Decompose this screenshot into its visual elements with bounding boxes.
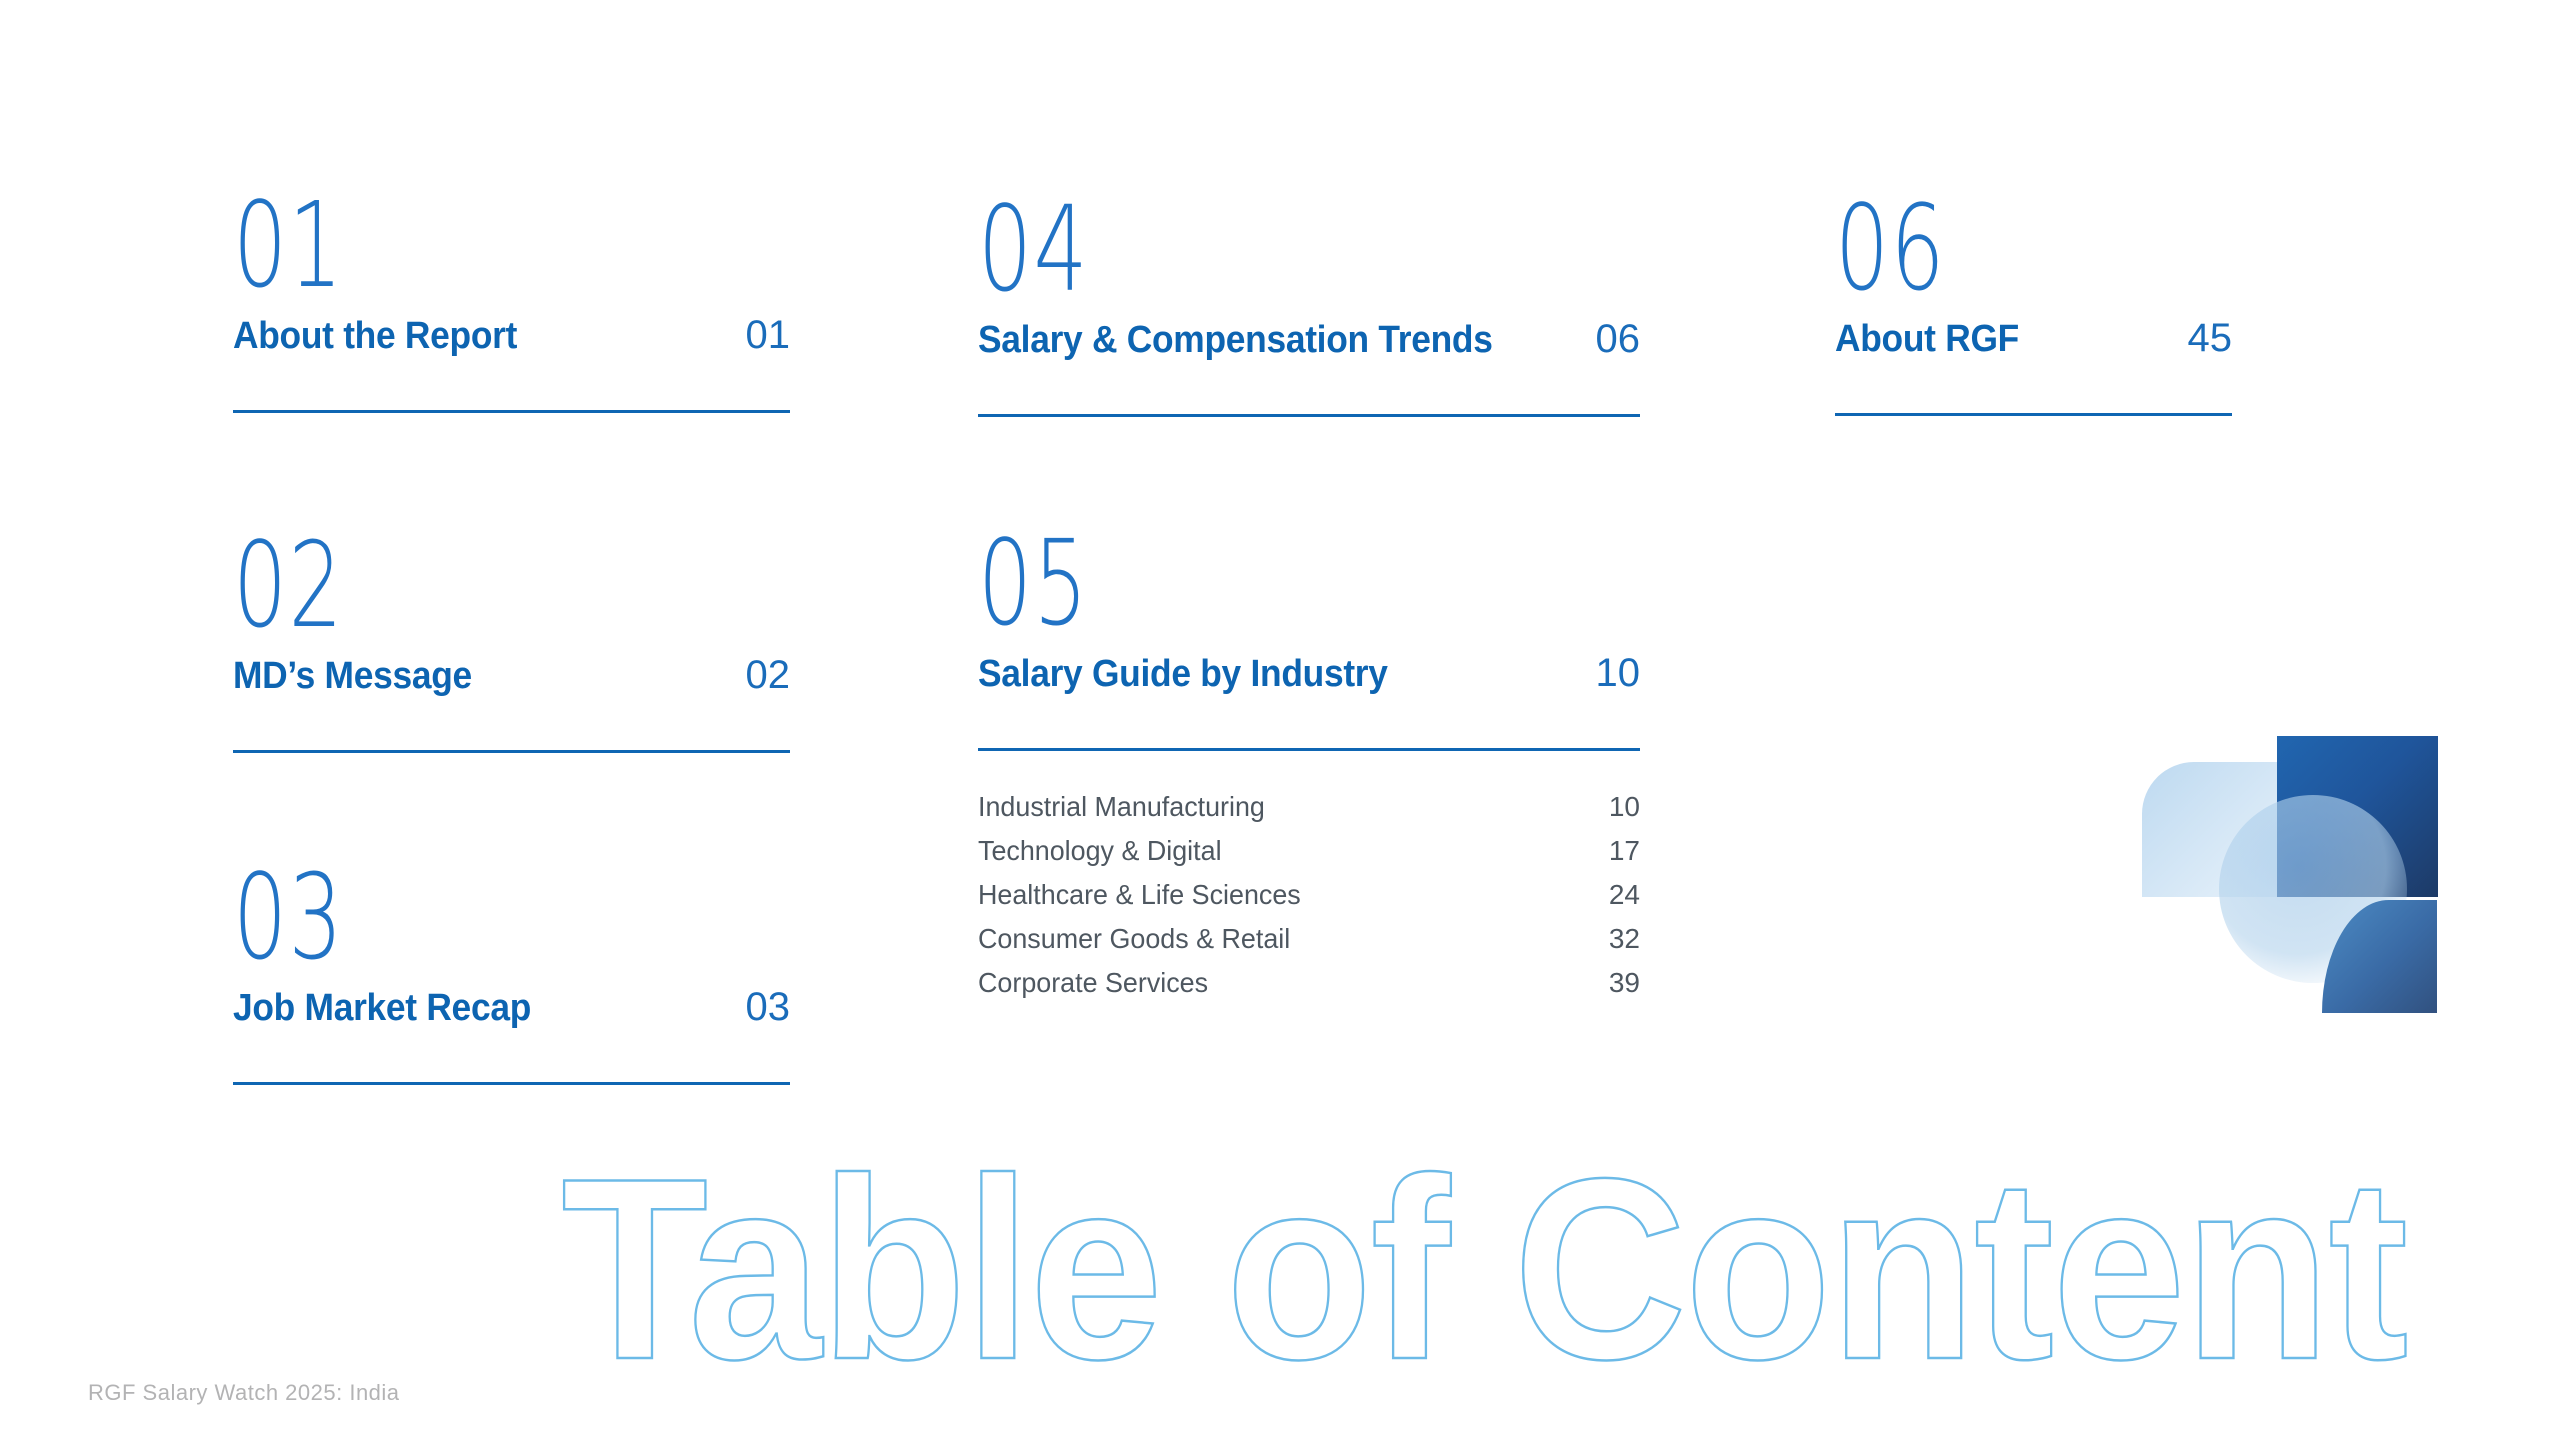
sub-item-label: Industrial Manufacturing — [978, 791, 1265, 822]
toc-link-healthcare-life-sciences[interactable]: Healthcare & Life Sciences 24 — [978, 873, 1640, 917]
toc-link-technology-digital[interactable]: Technology & Digital 17 — [978, 829, 1640, 873]
section-page-number: 06 — [1595, 317, 1641, 361]
sub-item-page-number: 32 — [1608, 923, 1640, 954]
section-title: About the Report — [233, 315, 518, 357]
toc-link-industrial-manufacturing[interactable]: Industrial Manufacturing 10 — [978, 785, 1640, 829]
section-page-number: 01 — [745, 313, 791, 357]
quarter-circle-shape — [2322, 900, 2437, 1013]
sub-item-page-number: 17 — [1608, 835, 1640, 866]
toc-entry-job-market-recap: 03 Job Market Recap 03 — [233, 858, 790, 1085]
sub-item-page-number: 24 — [1608, 879, 1640, 910]
rounded-light-blue-shape — [2142, 762, 2278, 897]
sub-item-label: Technology & Digital — [978, 835, 1222, 866]
toc-entry-salary-guide-by-industry: 05 Salary Guide by Industry 10 Industria… — [978, 524, 1640, 1005]
page-title-watermark: Table of Content — [560, 1124, 2409, 1413]
toc-link-consumer-goods-retail[interactable]: Consumer Goods & Retail 32 — [978, 917, 1640, 961]
industry-sub-list: Industrial Manufacturing 10 Technology &… — [978, 785, 1640, 1005]
sub-item-label: Consumer Goods & Retail — [978, 923, 1291, 954]
toc-entry-about-rgf: 06 About RGF 45 — [1835, 189, 2232, 416]
toc-link-job-market-recap[interactable]: Job Market Recap 03 — [233, 984, 790, 1030]
sub-item-page-number: 39 — [1608, 967, 1640, 998]
section-page-number: 02 — [745, 653, 791, 697]
toc-entry-mds-message: 02 MD’s Message 02 — [233, 526, 790, 753]
toc-link-mds-message[interactable]: MD’s Message 02 — [233, 652, 790, 698]
toc-link-about-rgf[interactable]: About RGF 45 — [1835, 315, 2232, 361]
sub-item-label: Corporate Services — [978, 967, 1209, 998]
section-number: 03 — [233, 848, 344, 986]
toc-entry-salary-compensation-trends: 04 Salary & Compensation Trends 06 — [978, 190, 1640, 417]
section-page-number: 03 — [745, 985, 791, 1029]
toc-link-about-the-report[interactable]: About the Report 01 — [233, 312, 790, 358]
section-title: Salary Guide by Industry — [978, 653, 1388, 695]
dark-blue-square-shape — [2277, 736, 2438, 897]
sub-item-label: Healthcare & Life Sciences — [978, 879, 1301, 910]
divider — [1835, 413, 2232, 416]
divider — [233, 410, 790, 413]
section-title: MD’s Message — [233, 655, 472, 697]
sub-item-page-number: 10 — [1608, 791, 1640, 822]
soft-blue-circle-shape — [2219, 795, 2407, 983]
section-number: 02 — [233, 516, 344, 654]
toc-link-corporate-services[interactable]: Corporate Services 39 — [978, 961, 1640, 1005]
divider — [978, 414, 1640, 417]
section-number: 04 — [978, 180, 1089, 318]
toc-link-salary-compensation-trends[interactable]: Salary & Compensation Trends 06 — [978, 316, 1640, 362]
section-page-number: 10 — [1595, 651, 1641, 695]
divider — [233, 1082, 790, 1085]
section-page-number: 45 — [2187, 316, 2233, 360]
toc-entry-about-the-report: 01 About the Report 01 — [233, 186, 790, 413]
section-title: Job Market Recap — [233, 987, 532, 1029]
divider — [978, 748, 1640, 751]
section-number: 06 — [1835, 179, 1946, 317]
section-title: About RGF — [1835, 318, 2019, 360]
section-title: Salary & Compensation Trends — [978, 319, 1493, 361]
toc-link-salary-guide-by-industry[interactable]: Salary Guide by Industry 10 — [978, 650, 1640, 696]
divider — [233, 750, 790, 753]
report-footer-label: RGF Salary Watch 2025: India — [88, 1380, 400, 1405]
section-number: 05 — [978, 514, 1089, 652]
section-number: 01 — [233, 176, 344, 314]
